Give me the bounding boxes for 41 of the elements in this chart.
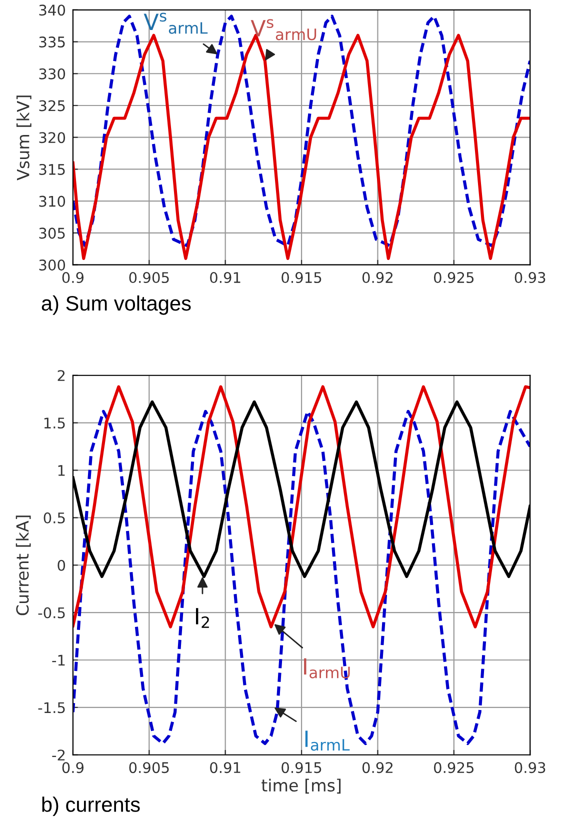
x-tick-label: 0.91: [210, 762, 240, 774]
x-tick-label: 0.93: [514, 272, 546, 284]
annotation: I$_{armL}$: [305, 730, 350, 751]
y-tick-label: -1: [52, 654, 65, 666]
y-tick-label: -0.5: [38, 607, 65, 618]
y-tick-label: 330: [39, 68, 66, 80]
x-tick-label: 0.9: [62, 272, 84, 284]
y-tick-label: 0: [58, 560, 66, 571]
text: b) currents: [42, 796, 140, 816]
x-tick-label: 0.92: [362, 762, 392, 774]
x-tick-label: 0.925: [434, 762, 474, 774]
line-series: [72, 385, 530, 628]
x-tick-label: 0.92: [362, 272, 392, 284]
x-tick-label: 0.9: [62, 762, 84, 774]
y-tick-label: 325: [39, 100, 65, 112]
x-tick-label: 0.905: [129, 762, 169, 774]
x-tick-label: 0.925: [434, 272, 474, 284]
y-tick-label: 310: [39, 196, 66, 207]
y-axis-title: Current [kA]: [16, 516, 31, 616]
y-tick-label: -1.5: [38, 702, 65, 714]
y-tick-label: 0.5: [44, 512, 65, 524]
y-axis-title: Vsum [kV]: [16, 96, 32, 180]
y-tick-label: 1: [58, 465, 65, 476]
y-tick-label: -2: [52, 750, 65, 760]
y-tick-label: 2: [58, 370, 65, 381]
y-tick-label: 315: [39, 164, 65, 175]
x-tick-label: 0.93: [514, 762, 546, 774]
y-tick-label: 305: [39, 228, 65, 239]
text: a) Sum voltages: [42, 295, 191, 315]
x-tick-label: 0.91: [210, 272, 240, 284]
annotation: V$^{s}$$_{armL}$: [144, 12, 208, 34]
y-tick-label: 320: [39, 132, 66, 144]
x-tick-label: 0.915: [282, 762, 322, 774]
x-tick-label: 0.915: [282, 272, 322, 284]
y-tick-label: 1.5: [44, 418, 65, 429]
x-tick-label: 0.905: [129, 272, 169, 284]
annotation: I$_{2}$: [196, 608, 209, 628]
y-tick-label: 340: [39, 4, 66, 16]
y-tick-label: 300: [39, 260, 66, 271]
x-axis-title: time [ms]: [262, 778, 341, 794]
y-tick-label: 335: [39, 36, 65, 48]
